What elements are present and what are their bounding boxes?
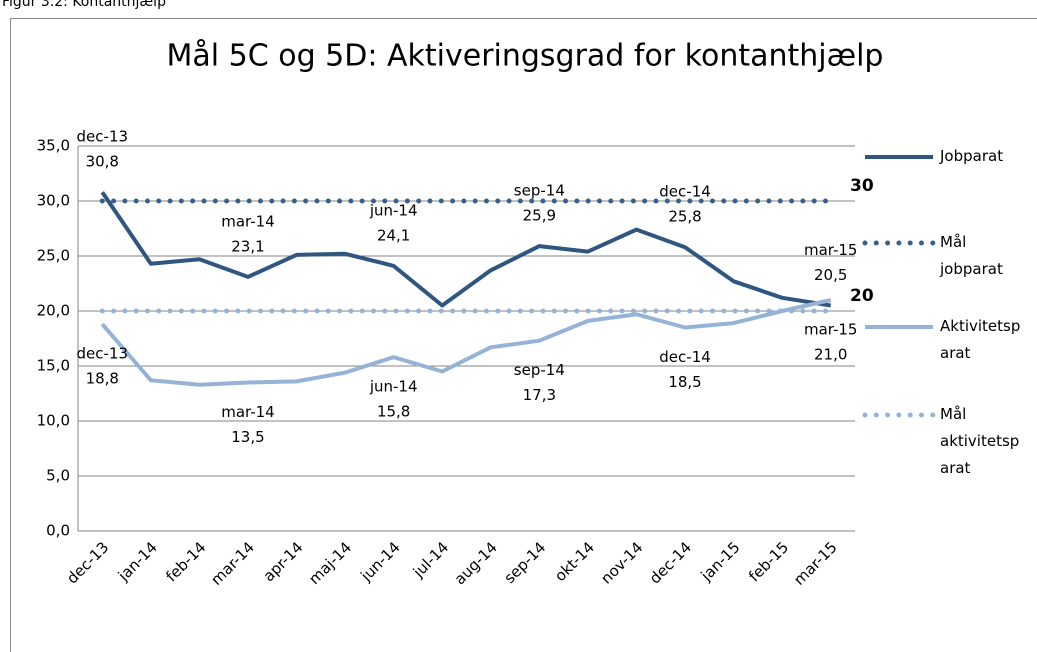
data-label: 15,8 bbox=[377, 403, 410, 421]
x-tick-label: dec-14 bbox=[646, 538, 695, 587]
data-label-category: mar-15 bbox=[804, 321, 858, 339]
legend-label: Mål jobparat bbox=[940, 233, 1003, 278]
figure-caption: Figur 3.2: Kontanthjælp bbox=[2, 0, 166, 10]
data-label-category: jun-14 bbox=[369, 201, 418, 219]
legend-label: Jobparat bbox=[940, 147, 1004, 165]
x-tick-label: jul-14 bbox=[409, 538, 452, 581]
data-label: 24,1 bbox=[377, 226, 410, 244]
data-label: 13,5 bbox=[231, 428, 264, 446]
x-tick-label: nov-14 bbox=[597, 538, 646, 587]
x-tick-label: jan-15 bbox=[697, 538, 744, 585]
data-label-category: dec-14 bbox=[659, 183, 711, 201]
y-tick-label: 10,0 bbox=[37, 412, 70, 430]
x-tick-label: mar-15 bbox=[790, 538, 841, 589]
y-tick-label: 15,0 bbox=[37, 357, 70, 375]
y-tick-label: 0,0 bbox=[46, 522, 70, 540]
data-label: 21,0 bbox=[814, 346, 847, 364]
y-tick-label: 35,0 bbox=[37, 137, 70, 155]
data-label-category: mar-14 bbox=[221, 212, 275, 230]
series-line bbox=[100, 298, 832, 387]
data-label-category: mar-15 bbox=[804, 241, 858, 259]
legend-label: Aktivitetsparat bbox=[940, 317, 1021, 362]
series-line bbox=[100, 191, 832, 308]
data-label-category: mar-14 bbox=[221, 403, 275, 421]
x-tick-label: feb-15 bbox=[745, 538, 792, 585]
data-label-category: sep-14 bbox=[514, 361, 565, 379]
data-label: 20,5 bbox=[814, 266, 847, 284]
chart-border bbox=[10, 18, 1037, 652]
data-label: 18,5 bbox=[668, 373, 701, 391]
y-tick-label: 5,0 bbox=[46, 467, 70, 485]
data-label: 17,3 bbox=[523, 386, 556, 404]
x-tick-label: maj-14 bbox=[305, 538, 355, 588]
annotation: 20 bbox=[850, 286, 874, 306]
x-tick-label: mar-14 bbox=[207, 538, 258, 589]
data-label-category: jun-14 bbox=[369, 378, 418, 396]
y-tick-label: 25,0 bbox=[37, 247, 70, 265]
x-tick-label: jun-14 bbox=[357, 538, 404, 585]
data-label: 23,1 bbox=[231, 237, 264, 255]
legend-label: Mål aktivitetsparat bbox=[940, 405, 1020, 477]
data-label: 25,8 bbox=[668, 208, 701, 226]
x-tick-label: sep-14 bbox=[501, 538, 550, 587]
y-tick-label: 30,0 bbox=[37, 192, 70, 210]
data-label: 30,8 bbox=[86, 153, 119, 171]
x-tick-label: apr-14 bbox=[260, 538, 307, 585]
data-label-category: dec-13 bbox=[77, 128, 129, 146]
x-tick-label: dec-13 bbox=[63, 538, 112, 587]
data-label-category: dec-14 bbox=[659, 348, 711, 366]
x-tick-label: jan-14 bbox=[114, 538, 161, 585]
y-tick-label: 20,0 bbox=[37, 302, 70, 320]
x-tick-label: feb-14 bbox=[162, 538, 209, 585]
annotation: 30 bbox=[850, 176, 874, 196]
data-label-category: dec-13 bbox=[77, 345, 129, 363]
x-tick-label: aug-14 bbox=[451, 538, 501, 588]
data-label-category: sep-14 bbox=[514, 182, 565, 200]
data-label: 18,8 bbox=[86, 370, 119, 388]
x-tick-label: okt-14 bbox=[551, 538, 598, 585]
data-label: 25,9 bbox=[523, 207, 556, 225]
chart-title: Mål 5C og 5D: Aktiveringsgrad for kontan… bbox=[167, 39, 884, 74]
